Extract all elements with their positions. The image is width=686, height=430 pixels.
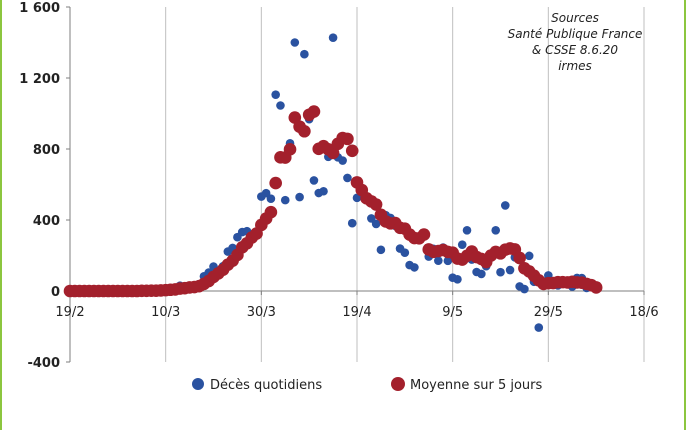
daily-deaths-point xyxy=(328,33,338,43)
average-5day-point xyxy=(345,144,359,158)
daily-deaths-point xyxy=(271,90,280,99)
average-5day-point xyxy=(283,143,297,156)
y-tick-label: 1 200 xyxy=(19,72,60,87)
daily-deaths-point xyxy=(319,186,328,196)
daily-deaths-point xyxy=(505,265,515,275)
daily-deaths-point xyxy=(496,267,505,277)
daily-deaths-point xyxy=(434,256,443,265)
x-tick-labels: 19/2 10/3 30/3 19/4 9/5 29/5 18/6 xyxy=(55,305,658,320)
legend-label-daily-deaths: Décès quotidiens xyxy=(210,378,322,393)
x-tick-label: 19/4 xyxy=(342,305,371,320)
average-5day-point xyxy=(264,205,278,219)
average-5day-point xyxy=(341,132,354,146)
daily-deaths-point xyxy=(453,274,462,284)
average-5day-point xyxy=(589,281,603,294)
legend: Décès quotidiens Moyenne sur 5 jours xyxy=(192,377,543,393)
average-5day-point xyxy=(269,176,282,190)
average-5day-point xyxy=(513,251,526,265)
daily-deaths-point xyxy=(300,49,309,59)
x-tick-label: 29/5 xyxy=(534,305,563,320)
source-line-2: Santé Publique France xyxy=(508,27,643,41)
y-tick-label: 1 600 xyxy=(19,1,60,16)
x-tick-label: 18/6 xyxy=(629,305,658,320)
x-tick-label: 30/3 xyxy=(247,305,276,320)
daily-deaths-point xyxy=(410,263,419,272)
daily-deaths-point xyxy=(280,195,290,205)
source-line-4: irmes xyxy=(558,59,592,73)
x-tick-label: 19/2 xyxy=(55,305,84,320)
daily-deaths-point xyxy=(524,251,534,261)
daily-deaths-point xyxy=(266,194,276,203)
daily-deaths-point xyxy=(462,225,472,235)
daily-deaths-point xyxy=(500,201,510,210)
daily-deaths-point xyxy=(276,101,285,110)
daily-deaths-point xyxy=(534,323,544,332)
daily-deaths-point xyxy=(290,38,300,47)
daily-deaths-point xyxy=(338,156,347,165)
daily-deaths-point xyxy=(343,173,352,183)
daily-deaths-point xyxy=(347,218,357,228)
source-line-3: & CSSE 8.6.20 xyxy=(532,43,619,57)
average-5day-point xyxy=(369,198,383,211)
y-tick-label: 0 xyxy=(51,285,60,300)
y-tick-label: 800 xyxy=(33,143,60,158)
average-5day-point xyxy=(298,124,311,138)
daily-deaths-point xyxy=(371,219,381,229)
legend-marker-daily-deaths xyxy=(192,378,204,390)
daily-deaths-point xyxy=(457,240,467,249)
daily-deaths-point xyxy=(295,192,304,202)
sources-annotation: Sources Santé Publique France & CSSE 8.6… xyxy=(508,11,643,73)
average-5day-point xyxy=(417,228,431,241)
average-5day-point xyxy=(307,105,321,118)
y-tick-label: 400 xyxy=(33,214,60,229)
plot-points xyxy=(63,33,603,332)
daily-deaths-point xyxy=(520,284,529,294)
y-tick-label: -400 xyxy=(27,356,60,371)
daily-deaths-point xyxy=(477,269,486,279)
x-tick-label: 9/5 xyxy=(442,305,463,320)
daily-deaths-point xyxy=(443,256,453,266)
legend-label-5day-average: Moyenne sur 5 jours xyxy=(410,378,543,393)
daily-deaths-point xyxy=(491,225,501,235)
x-tick-label: 10/3 xyxy=(151,305,180,320)
daily-deaths-point xyxy=(400,248,410,257)
daily-deaths-point xyxy=(309,176,319,185)
source-line-1: Sources xyxy=(551,11,599,25)
y-tick-labels: 1 600 1 200 800 400 0 -400 xyxy=(19,1,60,371)
legend-marker-5day-average xyxy=(391,377,405,391)
daily-deaths-point xyxy=(376,245,386,255)
